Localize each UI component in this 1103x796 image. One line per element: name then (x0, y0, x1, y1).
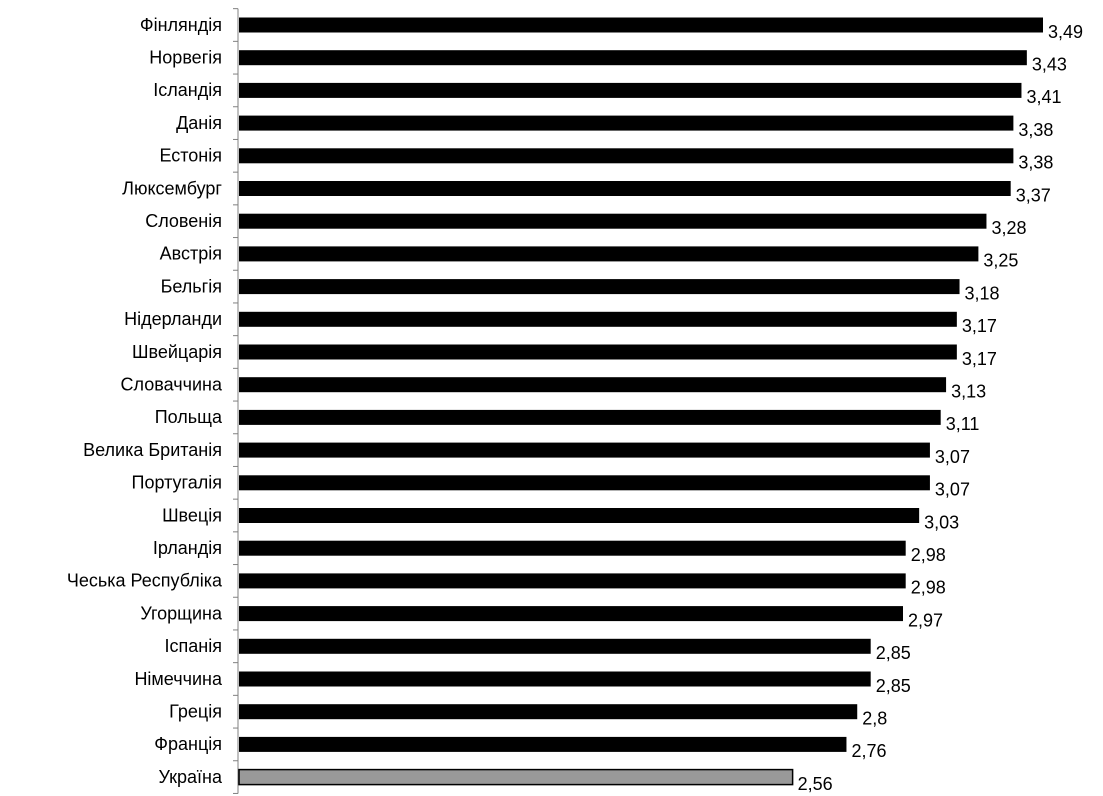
category-label: Словаччина (121, 374, 223, 394)
bar-18 (239, 573, 906, 589)
value-label: 2,98 (911, 578, 946, 598)
bar-12 (239, 377, 947, 393)
value-label: 3,18 (965, 283, 1000, 303)
value-label: 3,17 (962, 349, 997, 369)
bar-17 (239, 540, 906, 556)
category-label: Греція (169, 701, 222, 721)
category-label: Ісландія (153, 80, 222, 100)
value-label: 2,98 (911, 545, 946, 565)
category-label: Ірландія (153, 538, 222, 558)
category-label: Велика Британія (83, 440, 222, 460)
bar-10 (239, 311, 957, 327)
category-label: Швеція (162, 505, 222, 525)
value-label: 3,07 (935, 447, 970, 467)
category-label: Португалія (132, 473, 222, 493)
value-label: 3,38 (1018, 153, 1053, 173)
category-label: Фінляндія (140, 15, 222, 35)
category-label: Люксембург (122, 178, 222, 198)
value-label: 3,37 (1016, 185, 1051, 205)
bar-6 (239, 181, 1011, 196)
bars (238, 17, 1043, 786)
bar-14 (239, 442, 930, 458)
category-label: Чеська Республіка (67, 571, 223, 591)
category-axis (233, 8, 239, 794)
bar-2 (239, 50, 1027, 66)
category-label: Угорщина (140, 603, 223, 623)
value-labels: 3,49 3,43 3,41 3,38 3,38 3,37 3,28 3,25 3,18 3,17… (798, 22, 1083, 794)
category-label: Франція (154, 734, 222, 754)
value-label: 3,25 (983, 251, 1018, 271)
bar-24 (238, 768, 794, 786)
value-label: 2,85 (876, 676, 911, 696)
category-label: Данія (176, 113, 222, 133)
value-label: 3,07 (935, 480, 970, 500)
bar-21 (239, 671, 871, 687)
bar-4 (239, 115, 1014, 131)
bar-1 (239, 17, 1043, 33)
value-label: 2,85 (876, 643, 911, 663)
category-label: Іспанія (165, 636, 222, 656)
category-label: Бельгія (161, 276, 222, 296)
category-label: Німеччина (134, 669, 223, 689)
value-label: 3,28 (991, 218, 1026, 238)
value-label: 2,97 (908, 610, 943, 630)
bar-7 (239, 213, 987, 229)
category-label: Польща (155, 407, 223, 427)
value-label: 2,8 (862, 708, 887, 728)
bar-20 (239, 638, 871, 654)
value-label: 2,76 (851, 741, 886, 761)
value-label: 3,41 (1026, 87, 1061, 107)
bar-3 (239, 82, 1022, 98)
value-label: 3,38 (1018, 120, 1053, 140)
category-label: Швейцарія (132, 342, 222, 362)
value-label: 3,11 (946, 414, 980, 434)
value-label: 3,49 (1048, 22, 1083, 42)
bar-5 (239, 148, 1014, 164)
bar-9 (239, 279, 960, 295)
value-label: 3,03 (924, 512, 959, 532)
bar-19 (239, 606, 903, 622)
bar-23 (239, 736, 847, 752)
category-label: Естонія (159, 146, 222, 166)
category-labels: Фінляндія Норвегія Ісландія Данія Естонія Люк… (67, 15, 223, 787)
value-label: 3,43 (1032, 54, 1067, 74)
bar-16 (239, 508, 920, 523)
category-label: Норвегія (149, 47, 222, 67)
bar-8 (239, 246, 979, 262)
category-label: Нідерланди (124, 309, 222, 329)
category-label: Словенія (145, 211, 222, 231)
value-label: 3,13 (951, 381, 986, 401)
bar-22 (239, 704, 858, 720)
value-label: 3,17 (962, 316, 997, 336)
category-label: Австрія (160, 244, 222, 264)
bar-15 (239, 475, 930, 491)
category-label: Україна (159, 767, 223, 787)
value-label: 2,56 (798, 774, 833, 794)
bar-11 (239, 344, 957, 360)
bar-13 (239, 409, 941, 425)
